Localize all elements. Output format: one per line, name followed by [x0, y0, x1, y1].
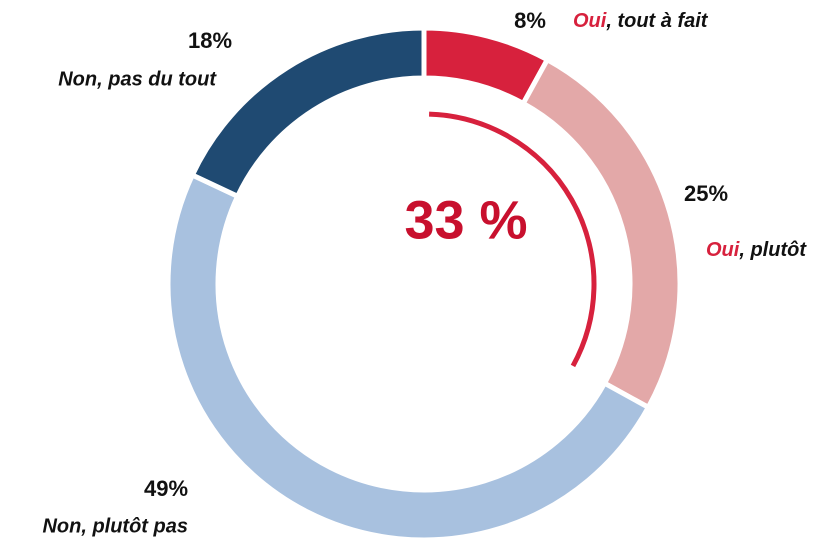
category-label: Non, pas du tout — [58, 68, 217, 90]
value-label: 25% — [684, 181, 728, 206]
donut-segment — [189, 25, 427, 200]
donut-segment — [165, 171, 652, 541]
value-label: 18% — [188, 28, 232, 53]
value-label: 8% — [514, 8, 546, 33]
category-label: Oui, tout à fait — [573, 10, 709, 32]
donut-segment — [519, 56, 683, 411]
value-label: 49% — [144, 476, 188, 501]
center-label: 33 % — [404, 190, 527, 250]
highlight-arc — [429, 111, 597, 368]
category-label: Non, plutôt pas — [42, 515, 188, 537]
category-label: Oui, plutôt — [706, 239, 807, 261]
